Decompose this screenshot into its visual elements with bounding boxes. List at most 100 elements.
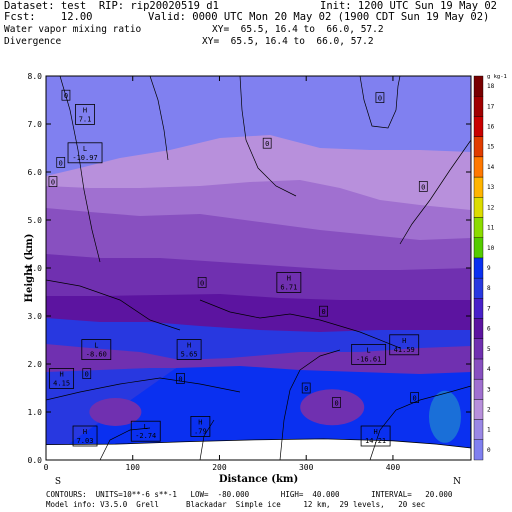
divergence-contour <box>59 75 101 263</box>
extremum-box <box>276 271 302 293</box>
mixing-ratio-band <box>46 366 471 460</box>
zero-label-box <box>410 392 419 403</box>
zero-contour-label: 0 <box>410 392 419 403</box>
x-tick-label: 100 <box>126 463 141 472</box>
zero-label-text: 0 <box>304 385 308 393</box>
field1-label: Water vapor mixing ratio <box>4 24 142 35</box>
colorbar-swatch <box>473 257 484 279</box>
mixing-ratio-blob <box>428 390 461 443</box>
zero-contour-label: 0 <box>56 157 66 168</box>
colorbar-label: 5 <box>487 346 491 353</box>
zero-contour-label: 0 <box>61 89 71 101</box>
colorbar-swatch <box>473 358 484 380</box>
colorbar-label: 15 <box>487 144 495 151</box>
zero-contour-label: 0 <box>301 382 311 394</box>
extremum-type: L <box>144 423 148 431</box>
colorbar-label: 11 <box>487 225 495 232</box>
extremum-box <box>130 420 161 442</box>
extremum-label: H6.71 <box>276 271 302 293</box>
colorbar-swatch <box>473 136 484 158</box>
extremum-label: H5.65 <box>176 339 202 361</box>
colorbar-label: 6 <box>487 326 491 333</box>
zero-label-box <box>176 373 185 384</box>
extremum-value: -8.60 <box>86 351 107 359</box>
colorbar-label: 16 <box>487 124 495 131</box>
extremum-box <box>81 339 112 361</box>
colorbar-swatch <box>473 96 484 117</box>
field1-xy-label: XY= 65.5, 16.4 to 66.0, 57.2 <box>212 24 384 35</box>
extremum-value: -16.61 <box>356 355 381 363</box>
extremum-label: H7.03 <box>72 425 98 447</box>
zero-label-text: 0 <box>59 159 63 167</box>
colorbar-label: 17 <box>487 103 495 110</box>
axes: 0.0 1.0 2.0 3.0 4.0 5.0 6.0 7.0 8.0 0 100 200 300 400… <box>24 72 472 487</box>
divergence-contours <box>45 75 472 461</box>
zero-label-text: 0 <box>200 279 204 287</box>
extremum-type: L <box>367 346 371 354</box>
colorbar-label: 9 <box>487 265 491 272</box>
colorbar-swatch <box>473 156 484 178</box>
contour-labels: H7.1L-10.97H6.71L-8.60H5.65L-16.61H41.59… <box>48 89 428 447</box>
divergence-contour <box>359 75 401 129</box>
colorbar-label: 12 <box>487 204 495 211</box>
extremum-type: H <box>60 370 64 378</box>
colorbar-swatch <box>473 217 484 238</box>
extremum-box <box>75 104 95 125</box>
extremum-type: H <box>287 274 291 282</box>
colorbar-label: 14 <box>487 164 495 171</box>
endpoint-left-label: S <box>55 477 61 487</box>
y-tick-label: 3.0 <box>28 312 43 321</box>
zero-label-text: 0 <box>334 399 338 407</box>
colorbar-swatch <box>473 176 484 198</box>
x-tick-label: 300 <box>299 463 314 472</box>
colorbar-swatch <box>473 116 484 137</box>
extremum-label: L-16.61 <box>351 343 387 365</box>
endpoint-right-label: N <box>453 477 461 487</box>
colorbar-swatch <box>473 298 484 319</box>
extremum-type: L <box>94 342 98 350</box>
divergence-contour <box>199 299 401 349</box>
mixing-ratio-blob <box>89 398 142 426</box>
zero-label-text: 0 <box>51 179 55 187</box>
zero-label-text: 0 <box>321 308 325 316</box>
y-axis-label: Height (km) <box>24 234 35 303</box>
extremum-value: 7.1 <box>79 115 92 123</box>
extremum-type: H <box>198 418 202 426</box>
extremum-box <box>190 415 211 437</box>
zero-label-box <box>319 305 328 317</box>
colorbar-swatch <box>473 237 484 259</box>
extremum-value: -2.74 <box>135 432 156 440</box>
zero-contour-label: 0 <box>332 397 341 408</box>
zero-contour-label: 0 <box>82 368 92 379</box>
dataset-label: Dataset: test RIP: rip20020519 d1 <box>4 0 219 12</box>
extremum-type: H <box>402 337 406 345</box>
extremum-box <box>176 339 202 361</box>
zero-label-box <box>262 137 272 149</box>
colorbar-swatch <box>473 439 484 461</box>
y-tick-label: 7.0 <box>28 120 43 129</box>
extremum-value: 41.59 <box>394 346 415 354</box>
extremum-type: H <box>373 428 377 436</box>
colorbar-label: 2 <box>487 406 491 413</box>
colorbar-label: 13 <box>487 184 495 191</box>
divergence-contour <box>99 427 151 461</box>
zero-label-box <box>61 89 71 101</box>
zero-contour-label: 0 <box>319 305 328 317</box>
zero-label-box <box>82 368 92 379</box>
extremum-value: 7.03 <box>77 437 94 445</box>
extremum-label: L-2.74 <box>130 420 161 442</box>
zero-label-text: 0 <box>178 375 182 383</box>
zero-label-box <box>56 157 66 168</box>
zero-label-text: 0 <box>421 183 425 191</box>
zero-label-text: 0 <box>64 92 68 100</box>
extremum-box <box>67 142 103 164</box>
extremum-value: -10.97 <box>72 154 97 162</box>
divergence-contour <box>369 385 472 461</box>
colorbar-label: 10 <box>487 245 495 252</box>
colorbar-label: 0 <box>487 447 491 454</box>
colorbar-swatch <box>473 277 484 299</box>
extremum-box <box>49 367 75 389</box>
zero-label-box <box>301 382 311 394</box>
